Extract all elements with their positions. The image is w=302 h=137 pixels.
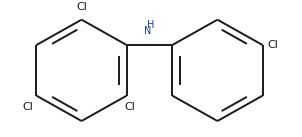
Text: Cl: Cl xyxy=(23,102,34,112)
Text: N: N xyxy=(144,26,152,36)
Text: Cl: Cl xyxy=(124,102,135,112)
Text: Cl: Cl xyxy=(76,2,87,12)
Text: H: H xyxy=(147,20,155,30)
Text: Cl: Cl xyxy=(267,40,278,50)
